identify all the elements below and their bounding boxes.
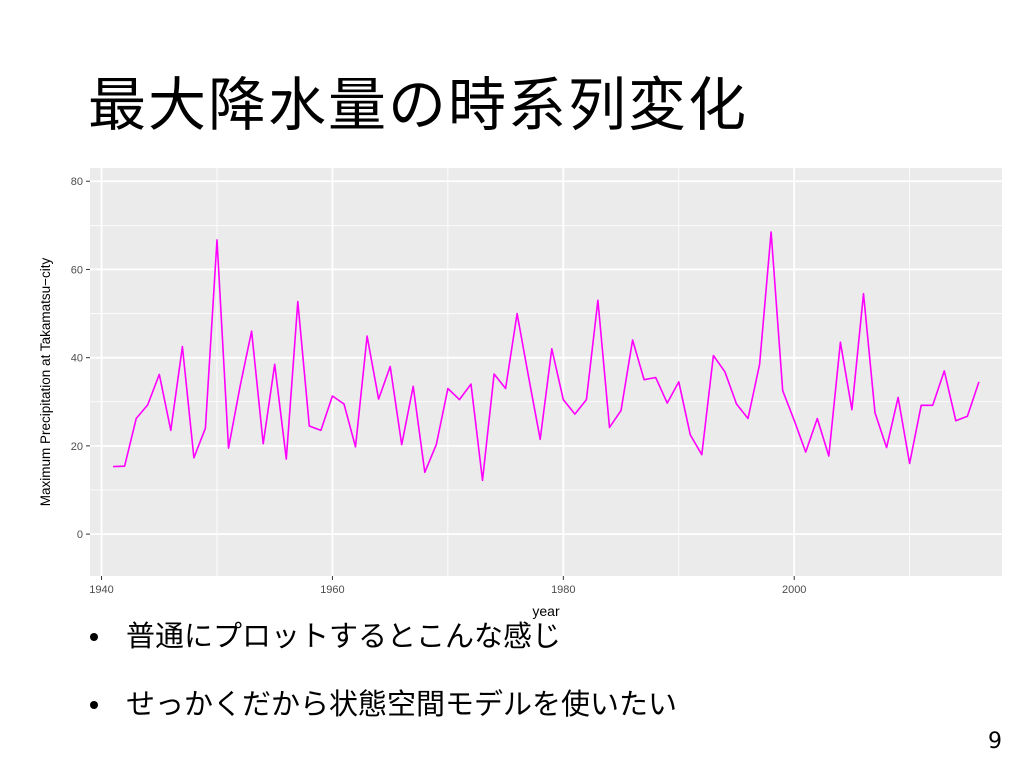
y-tick-label: 80 — [71, 176, 83, 188]
bullet-text: せっかくだから状態空間モデルを使いたい — [126, 687, 678, 721]
page-number: 9 — [988, 729, 1002, 754]
bullet-list: 普通にプロットするとこんな感じ せっかくだから状態空間モデルを使いたい — [90, 620, 677, 756]
x-tick-label: 1980 — [551, 584, 575, 596]
y-tick-label: 0 — [77, 529, 83, 541]
y-axis-label: Maximum Precipitation at Takamatsu−city — [38, 258, 53, 507]
y-tick-label: 40 — [71, 353, 83, 365]
y-tick-label: 60 — [71, 264, 83, 276]
bullet-dot-icon — [90, 701, 98, 709]
bullet-item: 普通にプロットするとこんな感じ — [90, 620, 677, 652]
y-tick-label: 20 — [71, 441, 83, 453]
x-axis-label: year — [532, 603, 560, 619]
chart-area: 1940 1960 1980 2000 0 20 40 60 80 year Maximum Pre… — [30, 160, 1010, 630]
line-chart: 1940 1960 1980 2000 0 20 40 60 80 year Maximum Pre… — [38, 168, 1002, 619]
x-tick-label: 2000 — [782, 584, 806, 596]
x-tick-label: 1960 — [320, 584, 344, 596]
bullet-dot-icon — [90, 633, 98, 641]
bullet-item: せっかくだから状態空間モデルを使いたい — [90, 688, 677, 720]
plot-panel — [90, 168, 1002, 576]
slide-title: 最大降水量の時系列変化 — [88, 71, 749, 139]
bullet-text: 普通にプロットするとこんな感じ — [126, 619, 562, 653]
series-line — [113, 231, 980, 482]
x-tick-label: 1940 — [89, 584, 113, 596]
